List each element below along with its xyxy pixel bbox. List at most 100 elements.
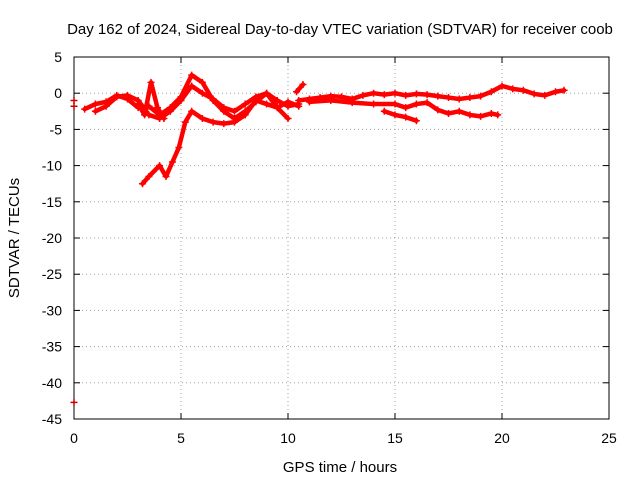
data-point xyxy=(494,111,502,119)
data-point xyxy=(252,96,260,104)
y-tick-label: -10 xyxy=(42,158,62,174)
data-point xyxy=(560,86,568,94)
data-point xyxy=(530,90,538,98)
data-point xyxy=(181,118,189,126)
series-track-g xyxy=(380,107,420,125)
data-point xyxy=(359,91,367,99)
y-tick-label: -25 xyxy=(42,266,62,282)
data-point xyxy=(391,100,399,108)
data-point xyxy=(295,96,303,104)
data-point xyxy=(509,85,517,93)
data-point xyxy=(370,89,378,97)
data-point xyxy=(380,91,388,99)
series-track-f xyxy=(305,96,502,120)
data-point xyxy=(370,100,378,108)
data-point xyxy=(220,120,228,128)
y-tick-label: 5 xyxy=(54,49,62,65)
data-point xyxy=(209,95,217,103)
data-point xyxy=(70,398,78,406)
data-point xyxy=(273,104,281,112)
data-point xyxy=(198,89,206,97)
data-point xyxy=(147,78,155,86)
data-point xyxy=(305,98,313,106)
data-point xyxy=(198,78,206,86)
data-point xyxy=(231,107,238,115)
data-point xyxy=(402,91,410,99)
data-point xyxy=(541,91,549,99)
data-point xyxy=(434,92,442,100)
data-point xyxy=(434,106,442,114)
data-point xyxy=(498,82,506,90)
data-point xyxy=(209,118,217,126)
x-tick-label: 15 xyxy=(387,430,403,446)
data-point xyxy=(487,109,495,117)
x-axis-ticks: 0 5 10 15 20 25 xyxy=(70,57,617,446)
x-tick-label: 0 xyxy=(70,430,78,446)
data-point xyxy=(391,111,399,119)
data-point xyxy=(445,94,452,102)
data-point xyxy=(241,111,249,119)
series-outliers xyxy=(70,96,78,406)
data-point xyxy=(70,102,78,110)
data-point xyxy=(391,89,399,97)
data-point xyxy=(284,115,292,123)
data-point xyxy=(263,89,271,97)
data-point xyxy=(455,107,463,115)
series-track-c xyxy=(138,96,303,188)
data-point xyxy=(153,104,161,112)
data-point xyxy=(402,113,410,121)
data-point xyxy=(124,91,131,99)
data-point xyxy=(552,88,559,96)
data-point xyxy=(91,100,99,108)
data-point xyxy=(156,162,164,170)
data-point xyxy=(175,144,183,151)
data-point xyxy=(263,100,271,108)
y-tick-label: -20 xyxy=(42,230,62,246)
y-tick-label: -15 xyxy=(42,194,62,210)
data-point xyxy=(231,118,238,126)
data-point xyxy=(477,92,485,100)
series-track-h xyxy=(293,81,307,96)
x-tick-label: 10 xyxy=(280,430,296,446)
series-track-e xyxy=(295,82,568,104)
data-point xyxy=(423,99,431,107)
data-point xyxy=(241,100,249,108)
data-point xyxy=(91,107,99,115)
data-point xyxy=(113,93,121,101)
data-point xyxy=(134,100,142,108)
x-axis-label: GPS time / hours xyxy=(283,459,397,476)
data-point xyxy=(273,96,281,104)
y-axis-label: SDTVAR / TECUs xyxy=(6,178,23,298)
y-axis-ticks: 5 0 -5 -10 -15 -20 -25 -30 -35 -40 -45 xyxy=(42,49,609,427)
data-point xyxy=(188,82,196,90)
data-point xyxy=(477,112,485,120)
data-point xyxy=(220,104,228,112)
data-point xyxy=(445,109,452,117)
series-trace xyxy=(135,80,167,121)
data-point xyxy=(466,111,474,119)
data-point xyxy=(423,91,431,99)
series-trace xyxy=(382,109,419,123)
data-point xyxy=(160,115,168,123)
x-tick-label: 20 xyxy=(494,430,510,446)
data-point xyxy=(519,86,527,94)
data-point xyxy=(284,98,292,106)
data-point xyxy=(402,104,410,112)
y-tick-label: -30 xyxy=(42,302,62,318)
data-point xyxy=(166,107,174,115)
data-point xyxy=(198,115,206,123)
data-point xyxy=(177,96,185,104)
x-tick-label: 5 xyxy=(177,430,185,446)
data-point xyxy=(162,172,170,180)
data-point xyxy=(338,93,345,101)
series-track-d xyxy=(134,78,168,123)
data-point xyxy=(412,117,420,125)
y-tick-label: -35 xyxy=(42,339,62,355)
data-point xyxy=(141,111,149,119)
data-point xyxy=(380,107,388,115)
data-point xyxy=(145,172,153,180)
data-series xyxy=(70,71,568,406)
data-point xyxy=(348,99,356,107)
y-tick-label: 0 xyxy=(54,85,62,101)
